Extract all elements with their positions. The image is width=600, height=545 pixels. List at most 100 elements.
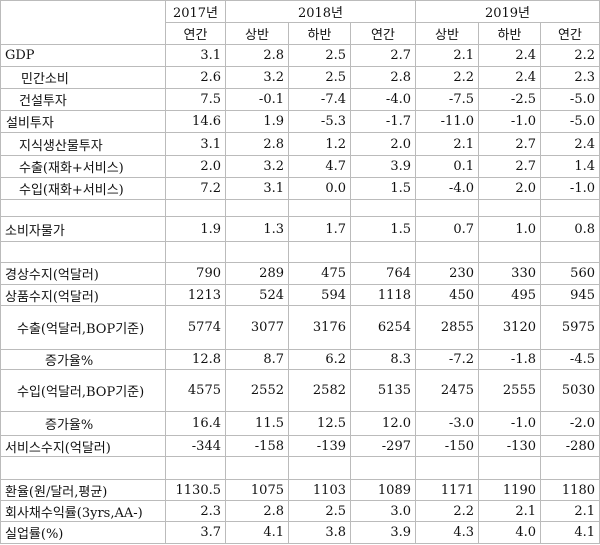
row-label: 수출(재화+서비스) (0, 155, 166, 178)
value-cell: 2.1 (478, 500, 541, 522)
value-cell: 1213 (165, 284, 226, 306)
row-label: 실업률(%) (0, 521, 166, 544)
value-cell: 495 (478, 284, 541, 306)
value-cell: 1103 (288, 479, 351, 501)
value-cell: 6254 (350, 305, 416, 350)
value-cell: -7.5 (415, 88, 479, 111)
value-cell: 3.9 (350, 155, 416, 178)
blank-row (0, 241, 600, 263)
value-cell: 790 (165, 262, 226, 285)
value-cell: -5.3 (288, 110, 351, 133)
blank-cell (540, 199, 600, 217)
period-header: 연간 (540, 22, 600, 45)
value-cell: 3.9 (350, 521, 416, 544)
value-cell: -1.8 (478, 349, 541, 370)
value-cell: 0.1 (415, 155, 479, 178)
blank-cell (225, 199, 289, 217)
value-cell: 1.5 (350, 216, 416, 242)
value-cell: 1.4 (540, 155, 600, 178)
value-cell: -5.0 (540, 88, 600, 111)
value-cell: 14.6 (165, 110, 226, 133)
row-label: 서비스수지(억달러) (0, 435, 166, 457)
value-cell: 3.0 (350, 500, 416, 522)
value-cell: 2.1 (415, 132, 479, 156)
year-header: 2017년 (165, 0, 226, 23)
value-cell: 1.9 (165, 216, 226, 242)
value-cell: 560 (540, 262, 600, 285)
value-cell: 1.2 (288, 132, 351, 156)
value-cell: 5774 (165, 305, 226, 350)
blank-cell (478, 199, 541, 217)
data-row: 설비투자 14.6 1.9 -5.3 -1.7 -11.0 -1.0 -5.0 (0, 110, 600, 133)
period-header: 하반 (288, 22, 351, 45)
value-cell: 2.4 (478, 66, 541, 89)
value-cell: 3.8 (288, 521, 351, 544)
value-cell: 2855 (415, 305, 479, 350)
value-cell: 289 (225, 262, 289, 285)
value-cell: 2.8 (225, 132, 289, 156)
value-cell: 5135 (350, 369, 416, 412)
value-cell: 524 (225, 284, 289, 306)
value-cell: 450 (415, 284, 479, 306)
blank-cell (165, 456, 226, 480)
row-label: 상품수지(억달러) (0, 284, 166, 306)
value-cell: 330 (478, 262, 541, 285)
blank-cell (165, 241, 226, 263)
value-cell: 1075 (225, 479, 289, 501)
row-label: 수입(재화+서비스) (0, 177, 166, 200)
value-cell: -4.0 (415, 177, 479, 200)
value-cell: 2.1 (415, 44, 479, 67)
value-cell: 1.7 (288, 216, 351, 242)
blank-cell (415, 199, 479, 217)
blank-cell (350, 456, 416, 480)
data-row: 실업률(%) 3.7 4.1 3.8 3.9 4.3 4.0 4.1 (0, 521, 600, 544)
row-label: 소비자물가 (0, 216, 166, 242)
value-cell: 2.0 (165, 155, 226, 178)
data-row: 소비자물가 1.9 1.3 1.7 1.5 0.7 1.0 0.8 (0, 216, 600, 242)
blank-cell (478, 456, 541, 480)
data-row: GDP 3.1 2.8 2.5 2.7 2.1 2.4 2.2 (0, 44, 600, 67)
value-cell: 5030 (540, 369, 600, 412)
data-row: 증가율% 12.8 8.7 6.2 8.3 -7.2 -1.8 -4.5 (0, 349, 600, 370)
value-cell: -297 (350, 435, 416, 457)
data-row: 서비스수지(억달러) -344 -158 -139 -297 -150 -130 -280 (0, 435, 600, 457)
value-cell: 2582 (288, 369, 351, 412)
blank-cell (225, 456, 289, 480)
data-row: 환율(원/달러,평균) 1130.5 1075 1103 1089 1171 1190 118… (0, 479, 600, 501)
value-cell: 2.2 (415, 66, 479, 89)
blank-cell (478, 241, 541, 263)
row-label: 증가율% (0, 349, 166, 370)
value-cell: 12.8 (165, 349, 226, 370)
value-cell: -130 (478, 435, 541, 457)
value-cell: 1.3 (225, 216, 289, 242)
corner-cell (0, 0, 166, 45)
value-cell: 8.7 (225, 349, 289, 370)
data-row: 지식생산물투자 3.1 2.8 1.2 2.0 2.1 2.7 2.4 (0, 132, 600, 156)
value-cell: 2.0 (478, 177, 541, 200)
blank-cell (225, 241, 289, 263)
row-label: GDP (0, 44, 166, 67)
year-header: 2018년 (225, 0, 416, 23)
blank-cell (0, 456, 166, 480)
value-cell: 1118 (350, 284, 416, 306)
value-cell: 0.7 (415, 216, 479, 242)
row-label: 회사채수익률(3yrs,AA-) (0, 500, 166, 522)
row-label: 수출(억달러,BOP기준) (0, 305, 166, 350)
value-cell: 2.0 (350, 132, 416, 156)
value-cell: 230 (415, 262, 479, 285)
value-cell: 2.4 (478, 44, 541, 67)
blank-cell (0, 241, 166, 263)
header-row: 2017년 2018년 2019년 (0, 0, 600, 45)
value-cell: 2.2 (540, 44, 600, 67)
data-row: 수입(재화+서비스) 7.2 3.1 0.0 1.5 -4.0 2.0 -1.0 (0, 177, 600, 200)
value-cell: 8.3 (350, 349, 416, 370)
value-cell: 2.3 (540, 66, 600, 89)
row-label: 민간소비 (0, 66, 166, 89)
value-cell: -11.0 (415, 110, 479, 133)
value-cell: 16.4 (165, 411, 226, 436)
data-row: 수입(억달러,BOP기준) 4575 2552 2582 5135 2475 2555 503… (0, 369, 600, 412)
value-cell: -5.0 (540, 110, 600, 133)
value-cell: 3120 (478, 305, 541, 350)
